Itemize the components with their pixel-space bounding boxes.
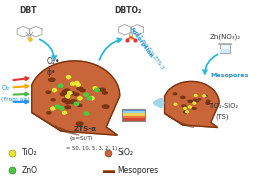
Ellipse shape xyxy=(181,96,185,98)
Text: (α=Si/Ti: (α=Si/Ti xyxy=(70,136,93,141)
Ellipse shape xyxy=(193,102,196,104)
Ellipse shape xyxy=(66,95,70,98)
Ellipse shape xyxy=(76,83,80,86)
FancyBboxPatch shape xyxy=(122,108,145,111)
Ellipse shape xyxy=(90,97,94,100)
Text: SiO₂: SiO₂ xyxy=(117,148,133,157)
Text: O₂•: O₂• xyxy=(47,57,61,66)
Ellipse shape xyxy=(184,111,188,113)
Ellipse shape xyxy=(49,78,55,81)
Text: ZnO: ZnO xyxy=(22,166,38,175)
Ellipse shape xyxy=(51,107,55,110)
FancyArrowPatch shape xyxy=(99,38,121,60)
Text: Adsorption: Adsorption xyxy=(128,26,154,59)
Ellipse shape xyxy=(71,82,75,85)
Text: (TS): (TS) xyxy=(216,114,229,120)
Ellipse shape xyxy=(51,99,55,101)
Text: Mesopores: Mesopores xyxy=(117,166,158,175)
Ellipse shape xyxy=(80,89,85,92)
FancyBboxPatch shape xyxy=(103,170,115,171)
Ellipse shape xyxy=(204,95,207,97)
Ellipse shape xyxy=(78,97,82,100)
Ellipse shape xyxy=(60,93,66,96)
Ellipse shape xyxy=(95,88,99,92)
Ellipse shape xyxy=(103,92,107,94)
Ellipse shape xyxy=(46,91,51,93)
Ellipse shape xyxy=(203,95,205,97)
Ellipse shape xyxy=(74,102,79,105)
Text: DBTO₂: DBTO₂ xyxy=(115,6,142,15)
Ellipse shape xyxy=(192,108,196,109)
Ellipse shape xyxy=(75,81,79,84)
Polygon shape xyxy=(165,81,219,128)
Ellipse shape xyxy=(84,112,89,115)
Ellipse shape xyxy=(77,87,83,90)
Ellipse shape xyxy=(84,93,88,96)
Ellipse shape xyxy=(52,89,57,92)
Ellipse shape xyxy=(59,107,64,110)
Ellipse shape xyxy=(184,108,186,109)
FancyBboxPatch shape xyxy=(220,44,230,53)
Ellipse shape xyxy=(198,99,201,100)
Text: 47 mg S/g ZTS-3: 47 mg S/g ZTS-3 xyxy=(135,31,164,70)
FancyBboxPatch shape xyxy=(220,49,230,53)
Ellipse shape xyxy=(196,101,198,102)
FancyBboxPatch shape xyxy=(122,113,145,116)
Text: ϕ•: ϕ• xyxy=(47,68,57,77)
Ellipse shape xyxy=(69,91,75,95)
FancyArrowPatch shape xyxy=(156,100,162,106)
FancyBboxPatch shape xyxy=(122,118,145,121)
Ellipse shape xyxy=(173,93,177,95)
Ellipse shape xyxy=(74,93,79,96)
Ellipse shape xyxy=(186,111,188,113)
FancyBboxPatch shape xyxy=(122,116,145,118)
Ellipse shape xyxy=(62,99,69,102)
Text: (From air): (From air) xyxy=(1,97,29,102)
Text: Mesopores: Mesopores xyxy=(211,73,249,78)
Text: O₂: O₂ xyxy=(2,85,10,91)
Ellipse shape xyxy=(100,88,105,91)
Ellipse shape xyxy=(66,102,70,104)
Text: TiO₂: TiO₂ xyxy=(22,148,38,157)
Ellipse shape xyxy=(194,99,197,101)
Ellipse shape xyxy=(62,90,69,94)
Text: TiO₂-SiO₂: TiO₂-SiO₂ xyxy=(209,103,239,109)
Ellipse shape xyxy=(70,100,77,104)
Ellipse shape xyxy=(188,100,192,102)
Ellipse shape xyxy=(68,91,72,94)
Ellipse shape xyxy=(47,112,51,114)
Ellipse shape xyxy=(77,104,82,107)
Ellipse shape xyxy=(102,105,109,108)
Ellipse shape xyxy=(55,105,60,108)
Ellipse shape xyxy=(189,106,191,108)
Ellipse shape xyxy=(65,106,70,109)
Ellipse shape xyxy=(93,87,97,90)
Ellipse shape xyxy=(62,111,67,114)
Text: ZTS-α: ZTS-α xyxy=(73,126,96,132)
Text: Zn(NO₃)₂: Zn(NO₃)₂ xyxy=(210,33,241,40)
Ellipse shape xyxy=(206,100,210,102)
Ellipse shape xyxy=(65,95,70,98)
Ellipse shape xyxy=(87,97,92,100)
Text: = 50, 10, 5, 3, 2, 1): = 50, 10, 5, 3, 2, 1) xyxy=(66,146,117,151)
Text: DBT: DBT xyxy=(20,6,37,15)
FancyArrowPatch shape xyxy=(203,54,217,74)
Ellipse shape xyxy=(194,94,197,96)
Ellipse shape xyxy=(174,103,177,105)
FancyBboxPatch shape xyxy=(122,111,145,113)
Ellipse shape xyxy=(66,101,70,103)
FancyArrowPatch shape xyxy=(39,39,56,60)
Ellipse shape xyxy=(66,76,70,79)
Ellipse shape xyxy=(182,105,186,107)
Ellipse shape xyxy=(76,122,83,125)
FancyBboxPatch shape xyxy=(103,170,115,173)
Ellipse shape xyxy=(58,84,63,88)
Polygon shape xyxy=(165,113,194,128)
Polygon shape xyxy=(32,61,120,135)
Ellipse shape xyxy=(206,102,210,104)
Ellipse shape xyxy=(64,89,70,92)
Polygon shape xyxy=(32,112,79,135)
